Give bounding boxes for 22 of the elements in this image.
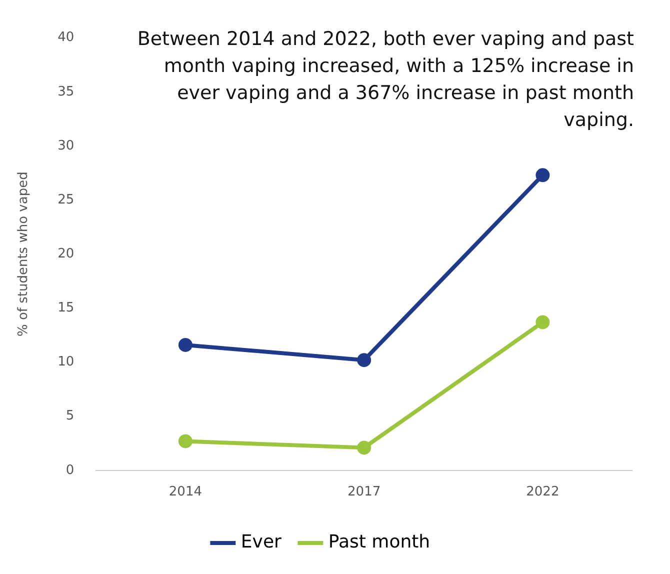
y-tick-label: 5 <box>66 408 74 424</box>
legend-label: Ever <box>240 532 282 553</box>
point <box>536 168 550 182</box>
y-tick-label: 30 <box>58 138 74 154</box>
x-tick-label: 2014 <box>168 484 202 500</box>
y-tick-label: 20 <box>58 246 74 262</box>
point <box>178 338 192 352</box>
annotation: Between 2014 and 2022, both ever vaping and past month vaping increased, with a 125% increase in ever vaping and a 367% increase in past month vaping. <box>136 27 634 133</box>
y-tick-label: 40 <box>58 30 74 46</box>
point <box>536 315 550 330</box>
point <box>178 434 192 448</box>
y-tick-label: 10 <box>58 354 74 370</box>
y-tick-label: 35 <box>58 84 74 100</box>
x-tick-label: 2017 <box>348 484 381 500</box>
y-axis-title: % of students who vaped <box>16 172 32 337</box>
point <box>357 440 372 455</box>
x-tick-label: 2022 <box>526 484 560 500</box>
y-tick-label: 25 <box>58 192 74 208</box>
y-tick-label: 0 <box>66 462 74 478</box>
point <box>357 353 372 368</box>
legend-label: Past month <box>328 532 430 553</box>
y-tick-label: 15 <box>58 300 74 316</box>
